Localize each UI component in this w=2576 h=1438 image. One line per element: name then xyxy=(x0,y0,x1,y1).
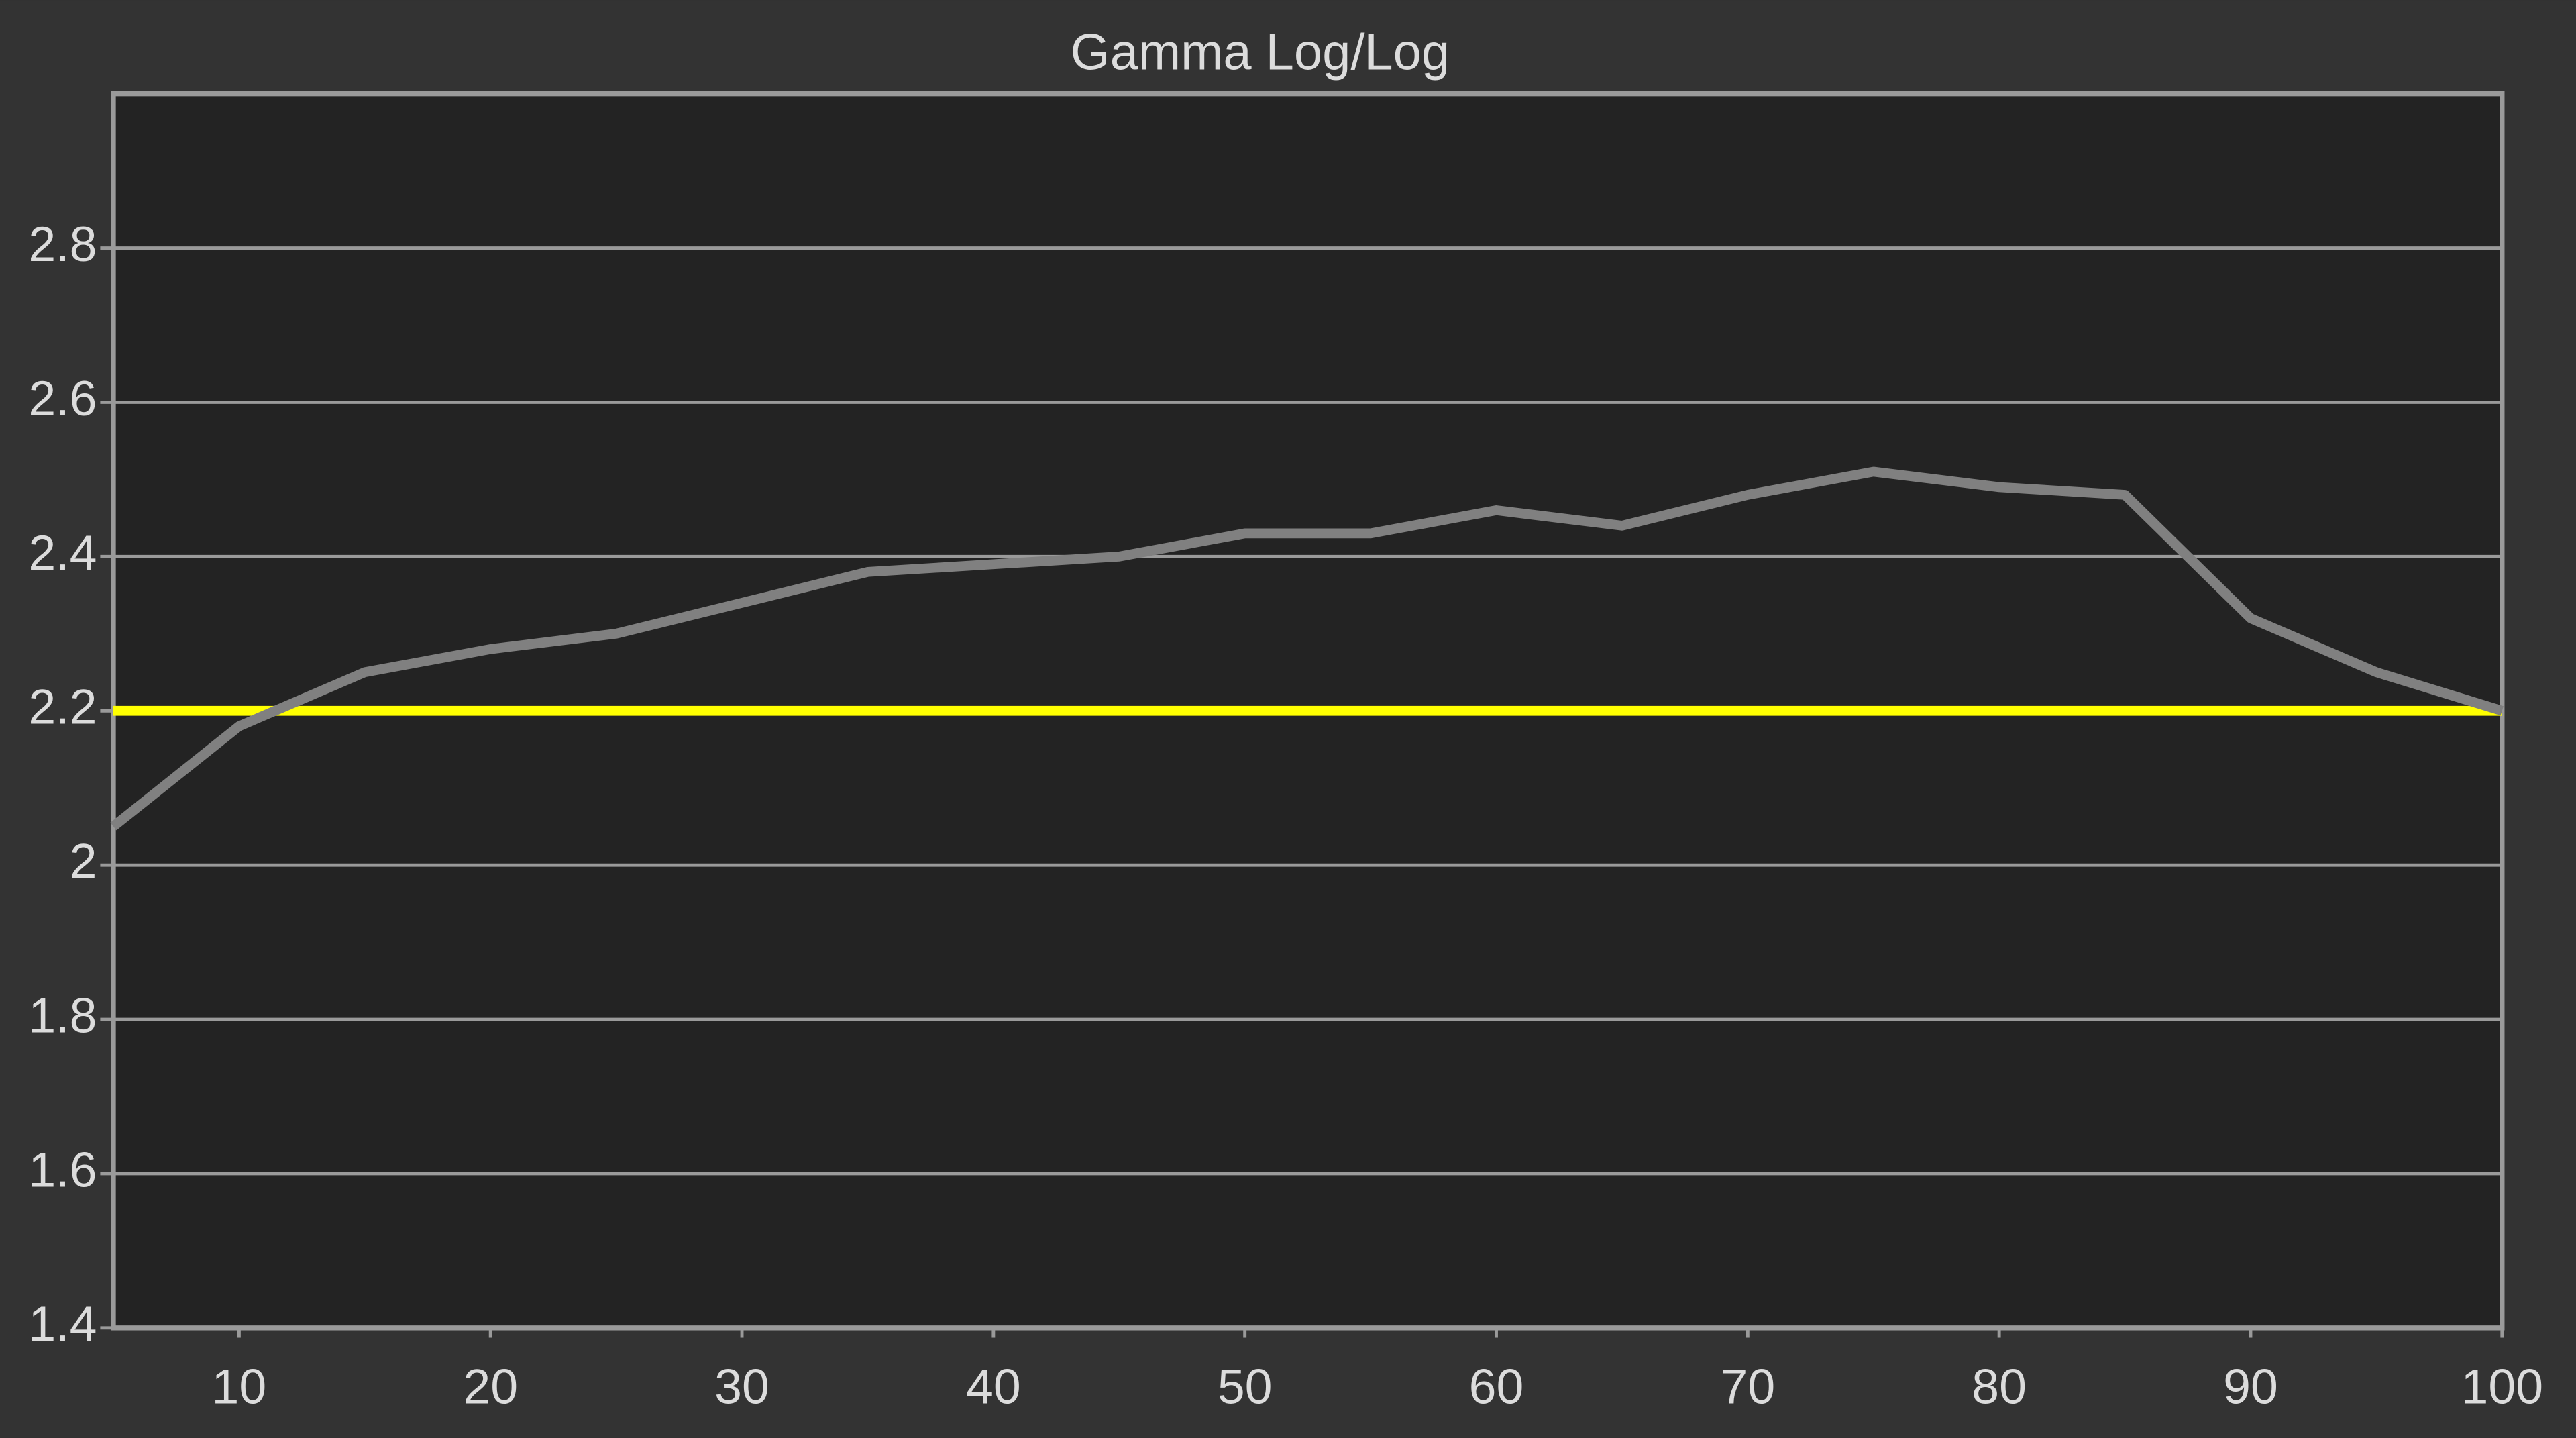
y-tick-label: 1.4 xyxy=(28,1296,97,1351)
y-tick-label: 1.6 xyxy=(28,1141,97,1197)
x-tick-label: 70 xyxy=(1720,1358,1775,1414)
y-tick-label: 2.8 xyxy=(28,216,97,272)
y-tick-label: 2 xyxy=(70,833,97,889)
x-tick-label: 10 xyxy=(212,1358,267,1414)
chart-title: Gamma Log/Log xyxy=(1071,23,1450,81)
x-tick-label: 90 xyxy=(2223,1358,2278,1414)
x-tick-label: 30 xyxy=(714,1358,769,1414)
y-tick-label: 2.2 xyxy=(28,679,97,735)
x-tick-label: 60 xyxy=(1469,1358,1524,1414)
series-line xyxy=(110,466,2504,831)
y-tick-label: 2.4 xyxy=(28,525,97,580)
x-tick-label: 50 xyxy=(1218,1358,1273,1414)
x-tick-label: 40 xyxy=(966,1358,1021,1414)
x-tick-label: 80 xyxy=(1972,1358,2027,1414)
x-tick-label: 20 xyxy=(463,1358,518,1414)
x-tick-label: 100 xyxy=(2461,1358,2544,1414)
y-tick-label: 2.6 xyxy=(28,370,97,426)
y-tick-label: 1.8 xyxy=(28,987,97,1043)
